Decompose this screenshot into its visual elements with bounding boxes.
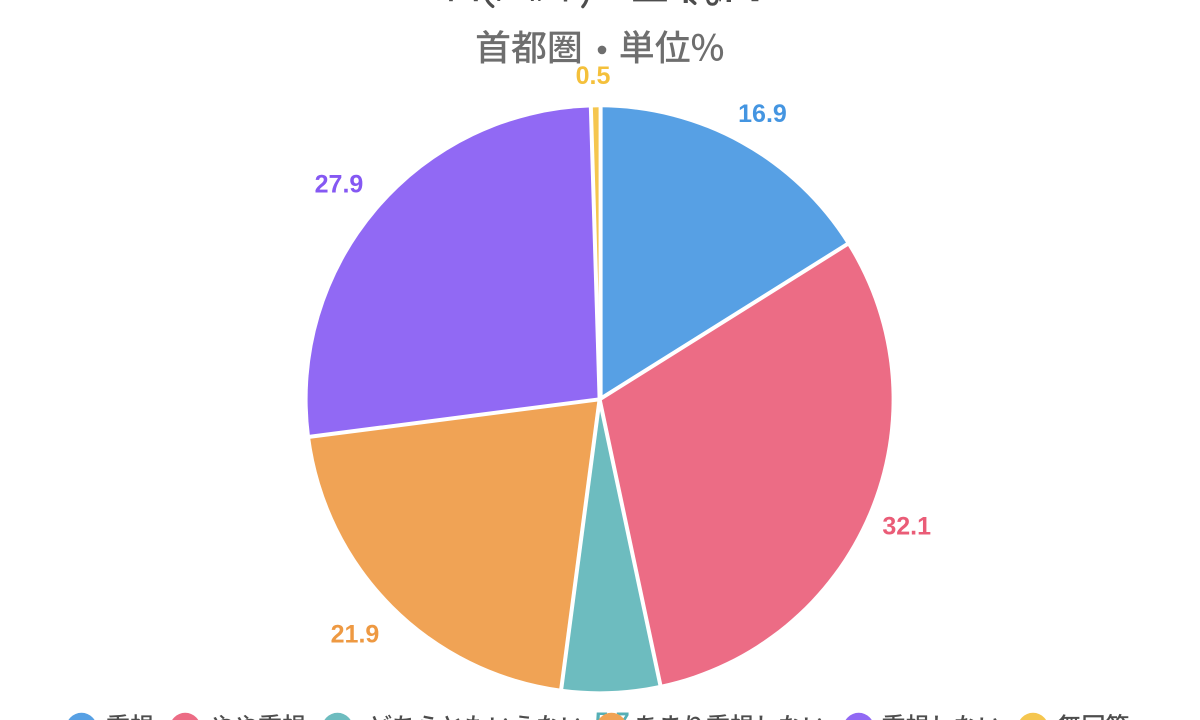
svg-text:0.5: 0.5 bbox=[576, 62, 611, 90]
svg-text:27.9: 27.9 bbox=[315, 171, 364, 199]
svg-text:16.9: 16.9 bbox=[738, 100, 787, 128]
svg-text:21.9: 21.9 bbox=[331, 621, 380, 649]
svg-text:32.1: 32.1 bbox=[882, 512, 931, 540]
